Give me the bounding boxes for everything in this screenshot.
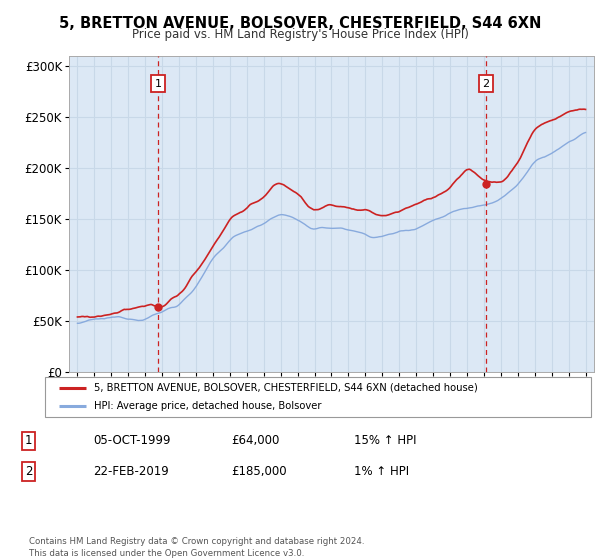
Text: 15% ↑ HPI: 15% ↑ HPI — [354, 434, 416, 447]
Text: 5, BRETTON AVENUE, BOLSOVER, CHESTERFIELD, S44 6XN (detached house): 5, BRETTON AVENUE, BOLSOVER, CHESTERFIEL… — [94, 383, 478, 393]
Text: £64,000: £64,000 — [231, 434, 280, 447]
Text: 2: 2 — [482, 78, 490, 88]
Text: 1: 1 — [155, 78, 161, 88]
Text: 2: 2 — [25, 465, 32, 478]
Text: 05-OCT-1999: 05-OCT-1999 — [93, 434, 170, 447]
Text: 1: 1 — [25, 434, 32, 447]
Text: HPI: Average price, detached house, Bolsover: HPI: Average price, detached house, Bols… — [94, 402, 322, 411]
Text: 5, BRETTON AVENUE, BOLSOVER, CHESTERFIELD, S44 6XN: 5, BRETTON AVENUE, BOLSOVER, CHESTERFIEL… — [59, 16, 541, 31]
Text: 22-FEB-2019: 22-FEB-2019 — [93, 465, 169, 478]
FancyBboxPatch shape — [45, 377, 591, 417]
Text: Contains HM Land Registry data © Crown copyright and database right 2024.
This d: Contains HM Land Registry data © Crown c… — [29, 537, 364, 558]
Text: £185,000: £185,000 — [231, 465, 287, 478]
Text: Price paid vs. HM Land Registry's House Price Index (HPI): Price paid vs. HM Land Registry's House … — [131, 28, 469, 41]
Text: 1% ↑ HPI: 1% ↑ HPI — [354, 465, 409, 478]
